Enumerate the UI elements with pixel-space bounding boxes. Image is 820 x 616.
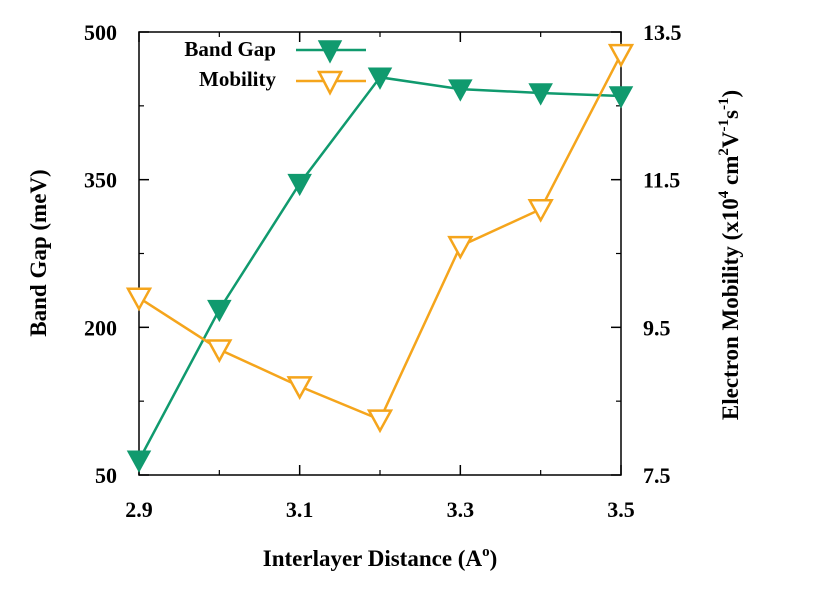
- data-point-band-gap: [367, 67, 393, 90]
- series-line-mobility: [138, 53, 623, 422]
- data-point-mobility: [125, 287, 153, 312]
- x-tick-label: 3.1: [286, 497, 314, 522]
- x-tick-label: 2.9: [125, 497, 153, 522]
- y2-tick-label: 7.5: [643, 463, 671, 488]
- series-layer: [125, 43, 635, 473]
- data-point-band-gap: [126, 450, 152, 473]
- legend: Band Gap Mobility: [184, 37, 366, 96]
- plot-frame: [138, 31, 622, 476]
- y-axis-label: Band Gap (meV): [26, 169, 51, 336]
- data-point-mobility: [206, 339, 233, 364]
- data-point-mobility: [527, 198, 554, 223]
- y-tick-labels: 50 200 350 500: [84, 20, 117, 488]
- legend-marker-mobility: [316, 70, 344, 96]
- data-point-band-gap: [608, 86, 634, 109]
- data-point-band-gap: [528, 83, 553, 106]
- y-tick-label: 350: [84, 168, 117, 193]
- data-point-mobility: [286, 376, 313, 400]
- tick-marks: [138, 31, 622, 476]
- y2-tick-label: 11.5: [643, 168, 680, 193]
- series-line-band-gap: [137, 75, 622, 461]
- y-tick-label: 200: [84, 315, 117, 340]
- data-point-mobility: [366, 409, 394, 434]
- data-point-band-gap: [287, 173, 312, 197]
- y-tick-label: 500: [84, 20, 117, 45]
- data-point-band-gap: [207, 299, 232, 323]
- y-tick-label: 50: [95, 463, 117, 488]
- data-point-band-gap: [448, 79, 473, 102]
- legend-label-mobility: Mobility: [199, 67, 276, 91]
- legend-label-band-gap: Band Gap: [184, 37, 276, 61]
- y2-tick-label: 9.5: [643, 315, 671, 340]
- x-tick-label: 3.5: [607, 497, 635, 522]
- x-tick-labels: 2.9 3.1 3.3 3.5: [125, 497, 635, 522]
- x-tick-label: 3.3: [447, 497, 475, 522]
- x-axis-label: Interlayer Distance (Ao): [263, 544, 497, 571]
- data-point-mobility: [447, 235, 474, 260]
- data-point-mobility: [607, 43, 635, 68]
- y2-tick-labels: 7.5 9.5 11.5 13.5: [643, 20, 682, 488]
- y2-tick-label: 13.5: [643, 20, 682, 45]
- legend-marker-band-gap: [317, 40, 343, 64]
- y2-axis-label: Electron Mobility (x104 cm2V-1s-1): [716, 90, 743, 420]
